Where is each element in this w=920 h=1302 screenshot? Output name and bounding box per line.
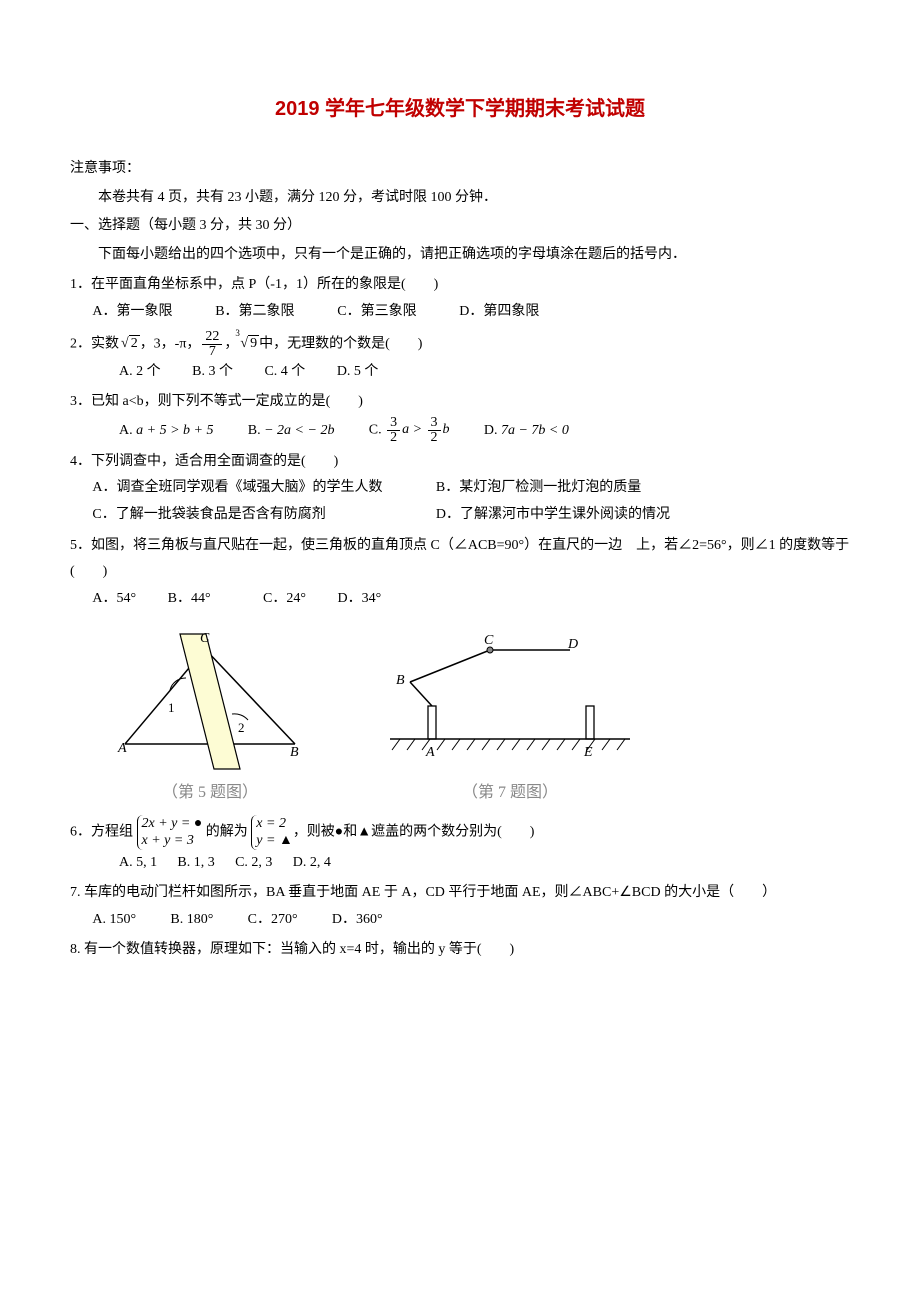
q2-mid: ，3，-π， xyxy=(140,336,201,351)
q7-opt-a: A. 150° xyxy=(92,907,136,934)
q3-opt-d: D. 7a − 7b < 0 xyxy=(484,418,569,445)
q6-opt-a: A. 5, 1 xyxy=(119,850,157,877)
fig7-caption: （第 7 题图） xyxy=(370,778,650,808)
svg-text:D: D xyxy=(567,637,578,652)
q7-text: 7. 车库的电动门栏杆如图所示，BA 垂直于地面 AE 于 A，CD 平行于地面… xyxy=(70,880,850,907)
q5-text: 5．如图，将三角板与直尺贴在一起，使三角板的直角顶点 C（∠ACB=90°）在直… xyxy=(70,533,850,586)
q4-opt-a: A．调查全班同学观看《域强大脑》的学生人数 xyxy=(92,475,432,502)
q2-options: A. 2 个 B. 3 个 C. 4 个 D. 5 个 xyxy=(119,359,850,386)
q3-text: 3．已知 a<b，则下列不等式一定成立的是( ) xyxy=(70,389,850,416)
q4-row2: C．了解一批袋装食品是否含有防腐剂 D．了解漯河市中学生课外阅读的情况 xyxy=(92,502,850,529)
fig7-svg: A B C D E xyxy=(370,634,650,774)
fig5-caption: （第 5 题图） xyxy=(110,778,310,808)
figures-row: A B C 1 2 （第 5 题图） xyxy=(110,624,850,808)
q5-options: A．54° B．44° C．24° D．34° xyxy=(92,586,850,613)
fig5-svg: A B C 1 2 xyxy=(110,624,310,774)
q2-suffix: 中，无理数的个数是( ) xyxy=(259,336,422,351)
q7-opt-c: C．270° xyxy=(248,907,298,934)
q2-opt-b: B. 3 个 xyxy=(192,359,233,386)
question-6: 6．方程组 2x + y = ● x + y = 3 的解为 x = 2 y =… xyxy=(70,815,850,877)
q5-opt-b: B．44° xyxy=(168,586,211,613)
q1-text: 1．在平面直角坐标系中，点 P（-1，1）所在的象限是( ) xyxy=(70,272,850,299)
q6-sys1: 2x + y = ● x + y = 3 xyxy=(137,815,203,850)
question-7: 7. 车库的电动门栏杆如图所示，BA 垂直于地面 AE 于 A，CD 平行于地面… xyxy=(70,880,850,933)
svg-text:2: 2 xyxy=(238,720,245,735)
question-4: 4．下列调查中，适合用全面调查的是( ) A．调查全班同学观看《域强大脑》的学生… xyxy=(70,449,850,529)
q4-row1: A．调查全班同学观看《域强大脑》的学生人数 B．某灯泡厂检测一批灯泡的质量 xyxy=(92,475,850,502)
question-1: 1．在平面直角坐标系中，点 P（-1，1）所在的象限是( ) A．第一象限 B．… xyxy=(70,272,850,325)
q6-sys2: x = 2 y = ▲ xyxy=(251,815,293,850)
q2-opt-a: A. 2 个 xyxy=(119,359,161,386)
q4-opt-c: C．了解一批袋装食品是否含有防腐剂 xyxy=(92,502,432,529)
q5-opt-a: A．54° xyxy=(92,586,136,613)
cbrt9: 39 xyxy=(238,331,259,358)
section1-heading: 一、选择题（每小题 3 分，共 30 分） xyxy=(70,213,850,240)
figure-7: A B C D E （第 7 题图） xyxy=(370,634,650,808)
question-8: 8. 有一个数值转换器，原理如下：当输入的 x=4 时，输出的 y 等于( ) xyxy=(70,937,850,964)
question-3: 3．已知 a<b，则下列不等式一定成立的是( ) A. a + 5 > b + … xyxy=(70,389,850,445)
q6-text: 6．方程组 2x + y = ● x + y = 3 的解为 x = 2 y =… xyxy=(70,815,850,850)
q7-options: A. 150° B. 180° C．270° D．360° xyxy=(92,907,850,934)
q5-opt-c: C．24° xyxy=(263,586,306,613)
q2-opt-d: D. 5 个 xyxy=(337,359,379,386)
q7-opt-d: D．360° xyxy=(332,907,383,934)
q6-opt-d: D. 2, 4 xyxy=(293,850,331,877)
page-title: 2019 学年七年级数学下学期期末考试试题 xyxy=(70,90,850,128)
q6-options: A. 5, 1 B. 1, 3 C. 2, 3 D. 2, 4 xyxy=(119,850,850,877)
svg-text:B: B xyxy=(290,745,299,760)
q5-opt-d: D．34° xyxy=(337,586,381,613)
q3-opt-b: B. − 2a < − 2b xyxy=(248,418,335,445)
svg-text:1: 1 xyxy=(168,700,175,715)
q4-opt-d: D．了解漯河市中学生课外阅读的情况 xyxy=(436,507,670,522)
q1-opt-b: B．第二象限 xyxy=(215,299,294,326)
q1-opt-a: A．第一象限 xyxy=(92,299,172,326)
q2-text: 2．实数2，3，-π，227，39中，无理数的个数是( ) xyxy=(70,330,850,359)
question-5: 5．如图，将三角板与直尺贴在一起，使三角板的直角顶点 C（∠ACB=90°）在直… xyxy=(70,533,850,613)
q6-mid: 的解为 xyxy=(206,824,248,839)
svg-text:C: C xyxy=(484,634,494,648)
q6-opt-b: B. 1, 3 xyxy=(177,850,214,877)
notice-body: 本卷共有 4 页，共有 23 小题，满分 120 分，考试时限 100 分钟． xyxy=(70,185,850,212)
q8-text: 8. 有一个数值转换器，原理如下：当输入的 x=4 时，输出的 y 等于( ) xyxy=(70,937,850,964)
figure-5: A B C 1 2 （第 5 题图） xyxy=(110,624,310,808)
svg-text:E: E xyxy=(583,745,593,760)
q3-opt-a: A. a + 5 > b + 5 xyxy=(119,418,213,445)
q6-prefix: 6．方程组 xyxy=(70,824,133,839)
svg-text:A: A xyxy=(425,745,435,760)
svg-text:C: C xyxy=(200,631,210,646)
q7-opt-b: B. 180° xyxy=(170,907,213,934)
q4-text: 4．下列调查中，适合用全面调查的是( ) xyxy=(70,449,850,476)
q2-opt-c: C. 4 个 xyxy=(264,359,305,386)
q1-opt-d: D．第四象限 xyxy=(459,299,539,326)
svg-text:A: A xyxy=(117,741,127,756)
q4-opt-b: B．某灯泡厂检测一批灯泡的质量 xyxy=(436,480,641,495)
question-2: 2．实数2，3，-π，227，39中，无理数的个数是( ) A. 2 个 B. … xyxy=(70,330,850,386)
q3-opt-c: C. 32a > 32b xyxy=(369,416,450,445)
svg-text:B: B xyxy=(396,673,405,688)
q3-options: A. a + 5 > b + 5 B. − 2a < − 2b C. 32a >… xyxy=(119,416,850,445)
q6-opt-c: C. 2, 3 xyxy=(235,850,272,877)
notice-header: 注意事项： xyxy=(70,156,850,183)
q6-suffix: ，则被●和▲遮盖的两个数分别为( ) xyxy=(293,824,535,839)
frac-22-7: 227 xyxy=(202,330,222,359)
sqrt2: 2 xyxy=(119,331,140,358)
q1-opt-c: C．第三象限 xyxy=(337,299,416,326)
section1-sub: 下面每小题给出的四个选项中，只有一个是正确的，请把正确选项的字母填涂在题后的括号… xyxy=(70,242,850,269)
q1-options: A．第一象限 B．第二象限 C．第三象限 D．第四象限 xyxy=(92,299,850,326)
q2-prefix: 2．实数 xyxy=(70,336,119,351)
